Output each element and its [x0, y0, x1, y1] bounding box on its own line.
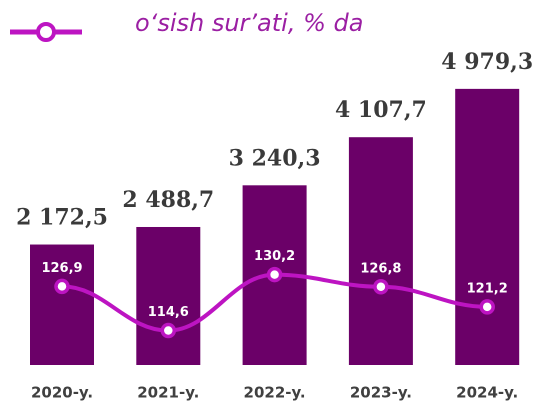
line-marker	[373, 279, 389, 295]
line-marker	[266, 266, 283, 283]
bar-value-label: 4 107,7	[335, 97, 427, 123]
bar-value-label: 4 979,3	[441, 49, 533, 75]
bar	[348, 137, 413, 365]
legend-marker	[36, 22, 56, 42]
x-tick-label: 2021-y.	[137, 384, 199, 402]
line-value-label: 130,2	[254, 249, 295, 264]
bar-value-label: 2 172,5	[16, 205, 108, 231]
legend-label: o‘sish sur’ati, % da	[135, 9, 363, 37]
line-value-label: 114,6	[148, 305, 189, 320]
line-marker	[160, 322, 177, 339]
line-marker	[54, 278, 70, 295]
bar	[136, 226, 201, 365]
line-marker	[479, 299, 495, 315]
line-value-label: 126,9	[41, 261, 82, 276]
bar-value-label: 2 488,7	[122, 187, 214, 213]
line-value-label: 121,2	[467, 281, 508, 296]
x-tick-label: 2020-y.	[31, 384, 93, 402]
x-tick-label: 2023-y.	[350, 384, 412, 402]
x-tick-label: 2024-y.	[456, 384, 518, 402]
x-tick-label: 2022-y.	[244, 384, 306, 402]
line-value-label: 126,8	[360, 261, 401, 276]
bar-value-label: 3 240,3	[229, 145, 321, 171]
bar	[455, 88, 520, 365]
bar	[30, 244, 94, 365]
